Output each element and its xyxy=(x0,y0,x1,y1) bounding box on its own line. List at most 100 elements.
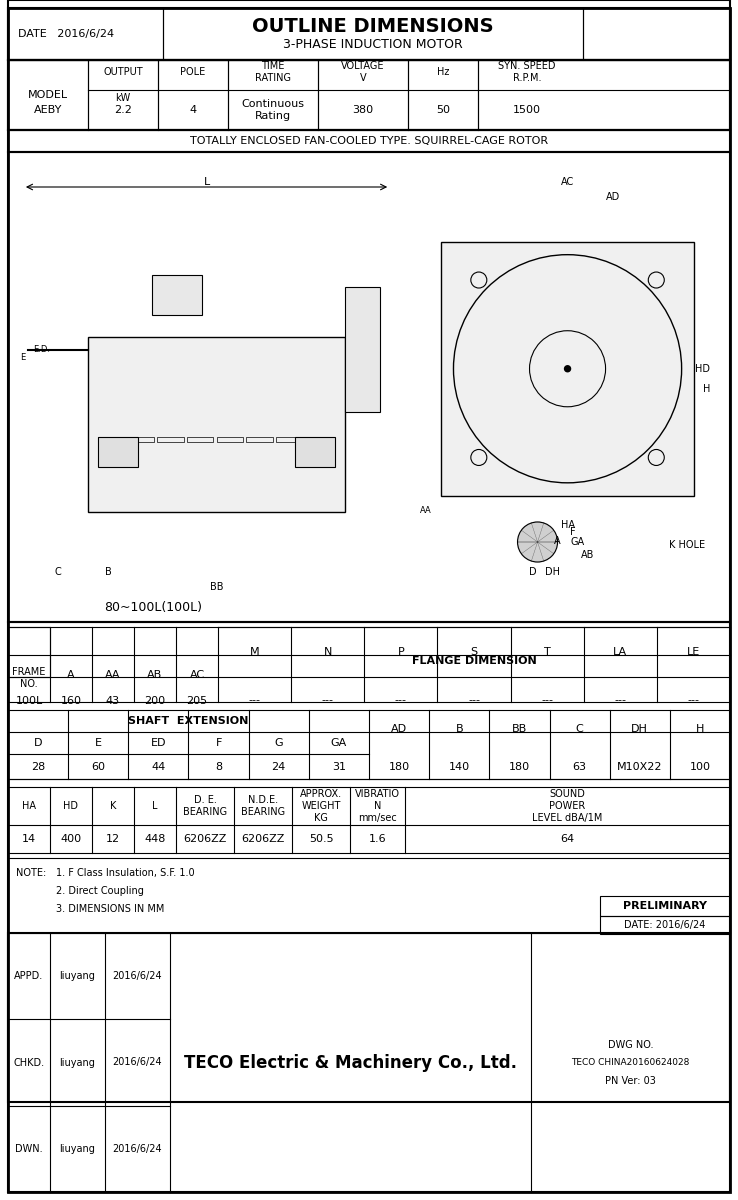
Text: AD: AD xyxy=(391,724,407,734)
Bar xyxy=(8,787,730,853)
Text: liuyang: liuyang xyxy=(60,971,95,982)
Text: DH: DH xyxy=(545,566,560,577)
Text: 3. DIMENSIONS IN MM: 3. DIMENSIONS IN MM xyxy=(56,904,165,914)
Bar xyxy=(441,242,694,496)
Text: 160: 160 xyxy=(61,696,81,706)
Bar xyxy=(163,8,583,60)
Text: T: T xyxy=(544,647,551,658)
Text: N.D.E.
BEARING: N.D.E. BEARING xyxy=(241,796,285,817)
Text: NO.: NO. xyxy=(20,679,38,689)
Bar xyxy=(157,437,184,442)
Text: HA: HA xyxy=(22,802,36,811)
Text: OUTPUT: OUTPUT xyxy=(103,67,143,77)
Text: 200: 200 xyxy=(145,696,165,706)
Text: 2. Direct Coupling: 2. Direct Coupling xyxy=(56,886,144,896)
Text: B: B xyxy=(455,724,463,734)
Bar xyxy=(88,337,345,512)
Text: 80~100L(100L): 80~100L(100L) xyxy=(104,600,202,613)
Text: H: H xyxy=(703,384,710,394)
Text: P: P xyxy=(398,647,404,658)
Text: 12: 12 xyxy=(106,834,120,844)
Text: DWN.: DWN. xyxy=(15,1144,43,1154)
Text: liuyang: liuyang xyxy=(60,1144,95,1154)
Bar xyxy=(295,437,335,467)
Text: SOUND
POWER
LEVEL dBA/1M: SOUND POWER LEVEL dBA/1M xyxy=(532,790,603,823)
Bar xyxy=(8,622,730,1102)
Text: 50.5: 50.5 xyxy=(308,834,334,844)
Bar xyxy=(152,275,202,314)
Text: 448: 448 xyxy=(145,834,166,844)
Text: SYN. SPEED
R.P.M.: SYN. SPEED R.P.M. xyxy=(498,61,556,83)
Text: liuyang: liuyang xyxy=(60,1057,95,1068)
Text: 43: 43 xyxy=(106,696,120,706)
Text: 6206ZZ: 6206ZZ xyxy=(241,834,285,844)
Text: APPROX.
WEIGHT
KG: APPROX. WEIGHT KG xyxy=(300,790,342,823)
Text: AB: AB xyxy=(148,670,162,680)
Text: K HOLE: K HOLE xyxy=(669,540,705,551)
Text: 8: 8 xyxy=(215,762,222,772)
Text: ---: --- xyxy=(541,696,554,706)
Text: L: L xyxy=(152,802,158,811)
Text: D: D xyxy=(34,738,42,748)
Text: 100: 100 xyxy=(689,762,711,772)
Bar xyxy=(583,8,730,60)
Text: HD: HD xyxy=(63,802,78,811)
Text: VOLTAGE
V: VOLTAGE V xyxy=(341,61,384,83)
Text: K: K xyxy=(110,802,116,811)
Text: M: M xyxy=(249,647,259,658)
Text: NOTE:: NOTE: xyxy=(16,868,46,878)
Text: 28: 28 xyxy=(31,762,45,772)
Text: 63: 63 xyxy=(573,762,587,772)
Circle shape xyxy=(565,366,570,372)
Text: C: C xyxy=(55,566,61,577)
Text: 380: 380 xyxy=(353,104,373,115)
Text: APPD.: APPD. xyxy=(14,971,44,982)
Text: E: E xyxy=(21,353,26,362)
Text: 180: 180 xyxy=(509,762,530,772)
Text: 100L: 100L xyxy=(15,696,43,706)
Bar xyxy=(8,8,730,60)
Text: HA: HA xyxy=(561,521,575,530)
Text: 400: 400 xyxy=(61,834,82,844)
Text: M10X22: M10X22 xyxy=(617,762,663,772)
Text: DWG NO.: DWG NO. xyxy=(608,1039,653,1050)
Bar xyxy=(8,0,730,60)
Text: VIBRATIO
N
mm/sec: VIBRATIO N mm/sec xyxy=(355,790,400,823)
Text: 140: 140 xyxy=(449,762,470,772)
Bar xyxy=(8,152,730,622)
Text: 44: 44 xyxy=(151,762,165,772)
Bar xyxy=(276,437,302,442)
Text: TOTALLY ENCLOSED FAN-COOLED TYPE. SQUIRREL-CAGE ROTOR: TOTALLY ENCLOSED FAN-COOLED TYPE. SQUIRR… xyxy=(190,136,548,146)
Bar xyxy=(8,710,730,779)
Text: B: B xyxy=(105,566,111,577)
Text: MODEL: MODEL xyxy=(28,90,68,100)
Text: AC: AC xyxy=(190,670,204,680)
Circle shape xyxy=(517,522,557,562)
Text: S: S xyxy=(470,647,477,658)
Text: 3-PHASE INDUCTION MOTOR: 3-PHASE INDUCTION MOTOR xyxy=(283,37,463,50)
Text: 31: 31 xyxy=(332,762,346,772)
Text: E.D.: E.D. xyxy=(33,346,50,354)
Text: AB: AB xyxy=(581,551,594,560)
Bar xyxy=(187,437,213,442)
Text: POLE: POLE xyxy=(180,67,206,77)
Text: 24: 24 xyxy=(272,762,286,772)
Text: Hz: Hz xyxy=(437,67,449,77)
Text: A: A xyxy=(554,535,561,546)
Text: 205: 205 xyxy=(187,696,207,706)
Bar xyxy=(8,8,163,60)
Text: 180: 180 xyxy=(388,762,410,772)
Text: BB: BB xyxy=(210,582,224,592)
Text: OUTLINE DIMENSIONS: OUTLINE DIMENSIONS xyxy=(252,17,494,36)
Text: C: C xyxy=(576,724,584,734)
Text: 4: 4 xyxy=(190,104,196,115)
Text: TIME
RATING: TIME RATING xyxy=(255,61,291,83)
Text: 14: 14 xyxy=(22,834,36,844)
Bar xyxy=(8,60,730,130)
Text: ---: --- xyxy=(322,696,334,706)
Text: PRELIMINARY: PRELIMINARY xyxy=(623,901,707,911)
Text: AEBY: AEBY xyxy=(34,104,62,115)
Text: AA: AA xyxy=(106,670,121,680)
Text: 2016/6/24: 2016/6/24 xyxy=(113,1057,162,1068)
Bar xyxy=(8,60,730,130)
